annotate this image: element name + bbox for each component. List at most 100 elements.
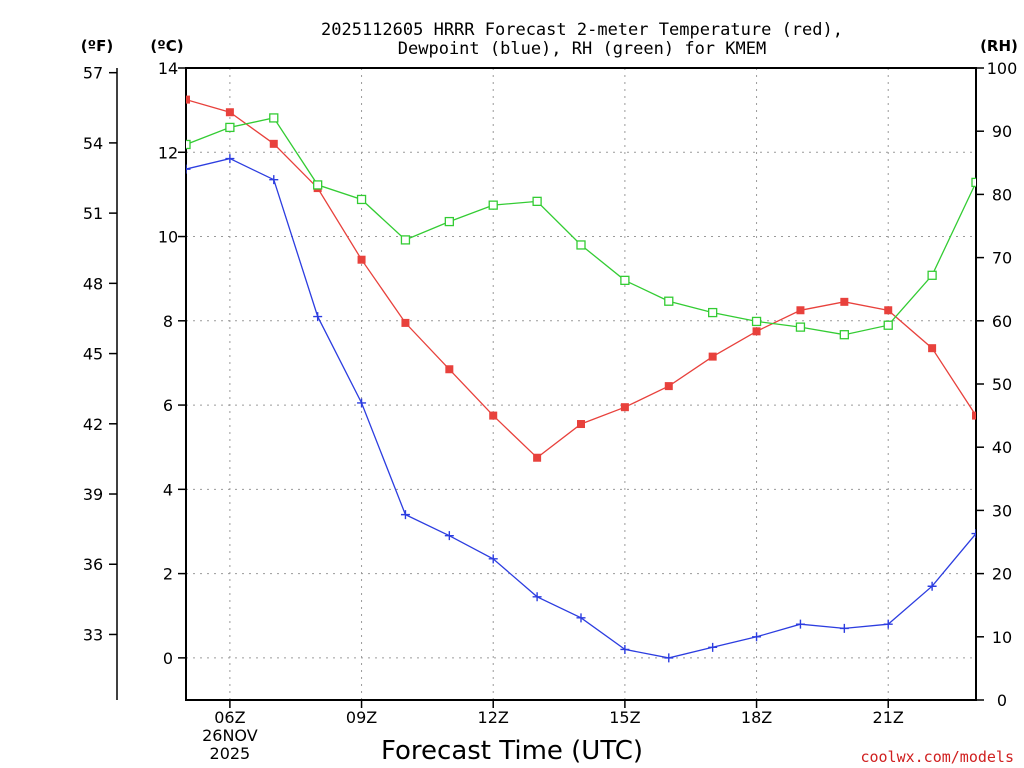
x-axis-label: Forecast Time (UTC) [381,736,643,766]
x-tick-label: 12Z [478,708,509,727]
2-meter-temperature-series [186,95,976,462]
2-meter-temperature-point [445,365,454,374]
x-tick-label: 21Z [873,708,904,727]
rh-point [488,200,498,210]
x-tick-label: 09Z [346,708,377,727]
rh-point [971,177,976,188]
celsius-tick-label: 8 [163,312,173,331]
dewpoint-point [971,529,976,539]
2-meter-temperature-point [620,403,629,412]
rh-point [620,275,630,286]
dewpoint-point [795,619,805,629]
x-tick-date-label: 2025 [210,744,251,763]
dewpoint-series [186,154,976,663]
2-meter-temperature-point [928,344,937,353]
dewpoint-point [620,644,630,654]
dewpoint-point [488,554,498,564]
dewpoint-point [400,510,410,520]
2-meter-temperature-point [708,352,717,361]
rh-point [225,122,235,133]
2-meter-temperature-point [269,139,278,148]
dewpoint-point [313,312,323,322]
fahrenheit-tick-label: 57 [83,64,103,83]
rh-tick-label: 100 [987,59,1018,78]
dewpoint-point [532,592,542,602]
2-meter-temperature-point [752,327,761,336]
2-meter-temperature-line [186,98,976,459]
rh-tick-label: 0 [997,691,1007,710]
grid-lines [186,68,976,700]
rh-tick-label: 30 [992,501,1012,520]
celsius-tick-label: 2 [163,565,173,584]
2-meter-temperature-point [577,420,585,429]
celsius-unit-label: (ºC) [150,37,183,55]
rh-point [927,270,937,280]
rh-tick-label: 70 [992,249,1012,268]
2-meter-temperature-point [972,411,976,420]
2-meter-temperature-point [840,297,849,306]
rh-point [751,316,762,327]
fahrenheit-tick-label: 48 [83,274,103,293]
dewpoint-point [444,531,454,541]
rh-series [186,113,976,340]
fahrenheit-tick-label: 36 [83,555,103,574]
celsius-tick-label: 0 [163,649,173,668]
rh-tick-label: 80 [992,185,1012,204]
fahrenheit-tick-label: 42 [83,415,103,434]
rh-tick-label: 90 [992,122,1012,141]
2-meter-temperature-point [884,306,893,315]
dewpoint-point [883,619,893,629]
2-meter-temperature-point [489,411,498,420]
dewpoint-point [839,623,849,633]
celsius-tick-label: 6 [163,396,173,415]
rh-tick-label: 50 [992,375,1012,394]
2-meter-temperature-point [664,382,673,391]
2-meter-temperature-point [186,95,190,104]
fahrenheit-tick-label: 54 [83,134,103,153]
dewpoint-point [752,632,762,642]
data-series [186,95,976,663]
rh-point [186,139,191,150]
rh-tick-label: 40 [992,438,1012,457]
rh-point [444,216,454,227]
fahrenheit-tick-label: 39 [83,485,103,504]
2-meter-temperature-point [225,108,234,117]
rh-tick-label: 20 [992,565,1012,584]
rh-point [313,180,323,190]
rh-point [269,113,279,123]
dewpoint-line [186,157,976,659]
rh-tick-label: 10 [992,628,1012,647]
celsius-tick-label: 14 [158,59,178,78]
dewpoint-point [186,164,191,174]
rh-point [708,307,718,318]
dewpoint-point [225,154,235,164]
celsius-tick-label: 10 [158,228,178,247]
2-meter-temperature-point [533,453,542,462]
chart-title-line-1: 2025112605 HRRR Forecast 2-meter Tempera… [321,20,843,40]
rh-point [356,194,367,205]
rh-point [883,320,893,330]
dewpoint-point [664,653,674,663]
credit-text: coolwx.com/models [860,748,1014,766]
rh-point [795,322,806,332]
2-meter-temperature-point [796,306,805,315]
celsius-tick-label: 4 [163,480,173,499]
rh-unit-label: (RH) [980,37,1018,55]
2-meter-temperature-point [357,255,366,264]
rh-line [186,117,976,336]
2-meter-temperature-point [401,318,410,327]
dewpoint-point [269,175,279,185]
fahrenheit-tick-label: 51 [83,204,103,223]
dewpoint-point [927,581,937,591]
x-tick-date-label: 26NOV [202,726,258,745]
axes: 0 2 4 6 8 10 12 14 33 36 39 42 45 48 51 54 57 0 10 20 30 40 50… [83,59,1017,763]
plot-frame [185,67,977,701]
fahrenheit-unit-label: (ºF) [81,37,113,55]
chart-title-line-2: Dewpoint (blue), RH (green) for KMEM [398,39,766,59]
rh-point [664,296,674,306]
x-tick-label: 18Z [741,708,772,727]
rh-point [839,330,849,340]
fahrenheit-tick-label: 45 [83,345,103,364]
rh-point [532,196,542,207]
